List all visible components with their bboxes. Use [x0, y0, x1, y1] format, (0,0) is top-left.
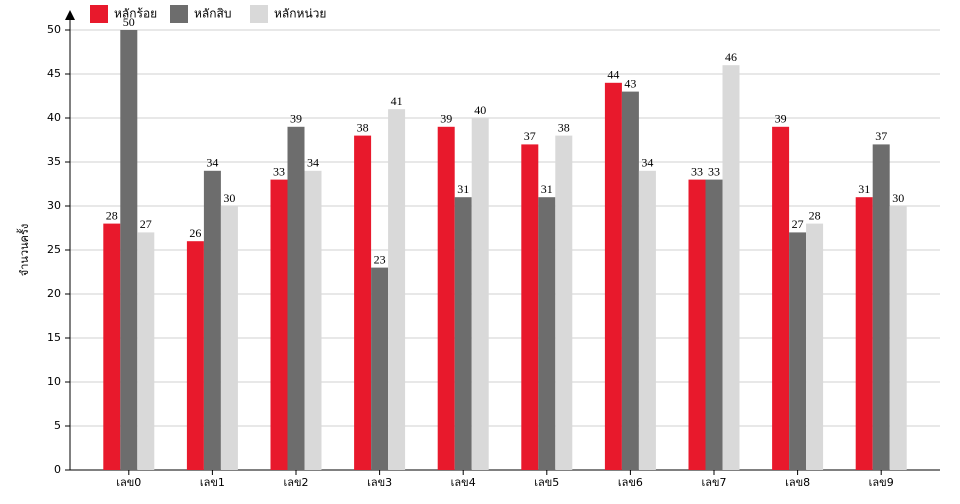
value-label: 31 — [457, 182, 469, 196]
value-label: 46 — [725, 50, 737, 64]
y-tick-label: 40 — [47, 111, 61, 124]
bar — [287, 126, 305, 471]
value-label: 31 — [858, 182, 870, 196]
bar — [555, 135, 573, 470]
y-tick-label: 35 — [47, 155, 61, 168]
value-label: 30 — [223, 191, 235, 205]
bar — [722, 65, 740, 470]
bar — [855, 197, 873, 470]
bar — [220, 206, 238, 470]
x-tick-label: เลข0 — [116, 476, 141, 489]
x-tick-label: เลข1 — [200, 476, 225, 489]
x-tick-label: เลข5 — [534, 476, 559, 489]
value-label: 39 — [440, 112, 452, 126]
y-tick-label: 10 — [47, 375, 61, 388]
legend-swatch — [90, 5, 108, 23]
y-tick-label: 20 — [47, 287, 61, 300]
bar — [186, 241, 204, 470]
x-tick-label: เลข6 — [618, 476, 643, 489]
value-label: 43 — [624, 76, 636, 90]
value-label: 40 — [474, 103, 486, 117]
value-label: 30 — [892, 191, 904, 205]
bar — [806, 223, 824, 470]
y-tick-label: 25 — [47, 243, 61, 256]
y-axis-label: จำนวนครั้ง — [16, 224, 31, 276]
value-label: 44 — [607, 68, 619, 82]
value-label: 41 — [391, 94, 403, 108]
value-label: 37 — [524, 129, 536, 143]
value-label: 28 — [106, 208, 118, 222]
x-tick-label: เลข2 — [283, 476, 308, 489]
bar — [437, 126, 455, 471]
bar — [705, 179, 723, 470]
bar — [203, 170, 221, 471]
value-label: 33 — [708, 164, 720, 178]
bar — [621, 91, 639, 470]
value-label: 27 — [792, 217, 804, 231]
value-label: 38 — [357, 120, 369, 134]
bar — [772, 126, 790, 471]
bar — [604, 82, 622, 471]
value-label: 39 — [775, 112, 787, 126]
value-label: 27 — [140, 217, 152, 231]
bar — [304, 170, 322, 471]
x-tick-label: เลข8 — [785, 476, 810, 489]
value-label: 28 — [809, 208, 821, 222]
legend-label: หลักร้อย — [114, 7, 157, 21]
value-label: 39 — [290, 112, 302, 126]
bar — [120, 30, 138, 470]
legend-label: หลักหน่วย — [274, 7, 326, 21]
bar — [688, 179, 706, 470]
legend-swatch — [250, 5, 268, 23]
bar — [538, 197, 556, 470]
bar — [137, 232, 155, 470]
value-label: 23 — [374, 252, 386, 266]
value-label: 33 — [273, 164, 285, 178]
value-label: 34 — [641, 156, 653, 170]
bar — [789, 232, 807, 470]
value-label: 34 — [307, 156, 319, 170]
y-tick-label: 0 — [54, 463, 61, 476]
value-label: 33 — [691, 164, 703, 178]
value-label: 31 — [541, 182, 553, 196]
bar — [889, 206, 907, 470]
value-label: 38 — [558, 120, 570, 134]
y-tick-label: 50 — [47, 23, 61, 36]
x-tick-label: เลข4 — [451, 476, 476, 489]
y-tick-label: 45 — [47, 67, 61, 80]
bar — [454, 197, 472, 470]
bar — [354, 135, 372, 470]
y-tick-label: 15 — [47, 331, 61, 344]
value-label: 50 — [123, 15, 135, 29]
x-tick-label: เลข3 — [367, 476, 392, 489]
bar — [638, 170, 656, 471]
bar — [270, 179, 288, 470]
x-tick-label: เลข7 — [701, 476, 726, 489]
bar — [103, 223, 121, 470]
y-tick-label: 5 — [54, 419, 61, 432]
bar — [371, 267, 389, 470]
y-tick-label: 30 — [47, 199, 61, 212]
value-label: 34 — [206, 156, 218, 170]
legend-label: หลักสิบ — [194, 7, 231, 21]
legend-swatch — [170, 5, 188, 23]
bar — [388, 109, 406, 470]
value-label: 26 — [189, 226, 201, 240]
bar — [872, 144, 890, 470]
x-tick-label: เลข9 — [869, 476, 894, 489]
bar — [521, 144, 539, 470]
value-label: 37 — [875, 129, 887, 143]
bar — [471, 118, 489, 470]
